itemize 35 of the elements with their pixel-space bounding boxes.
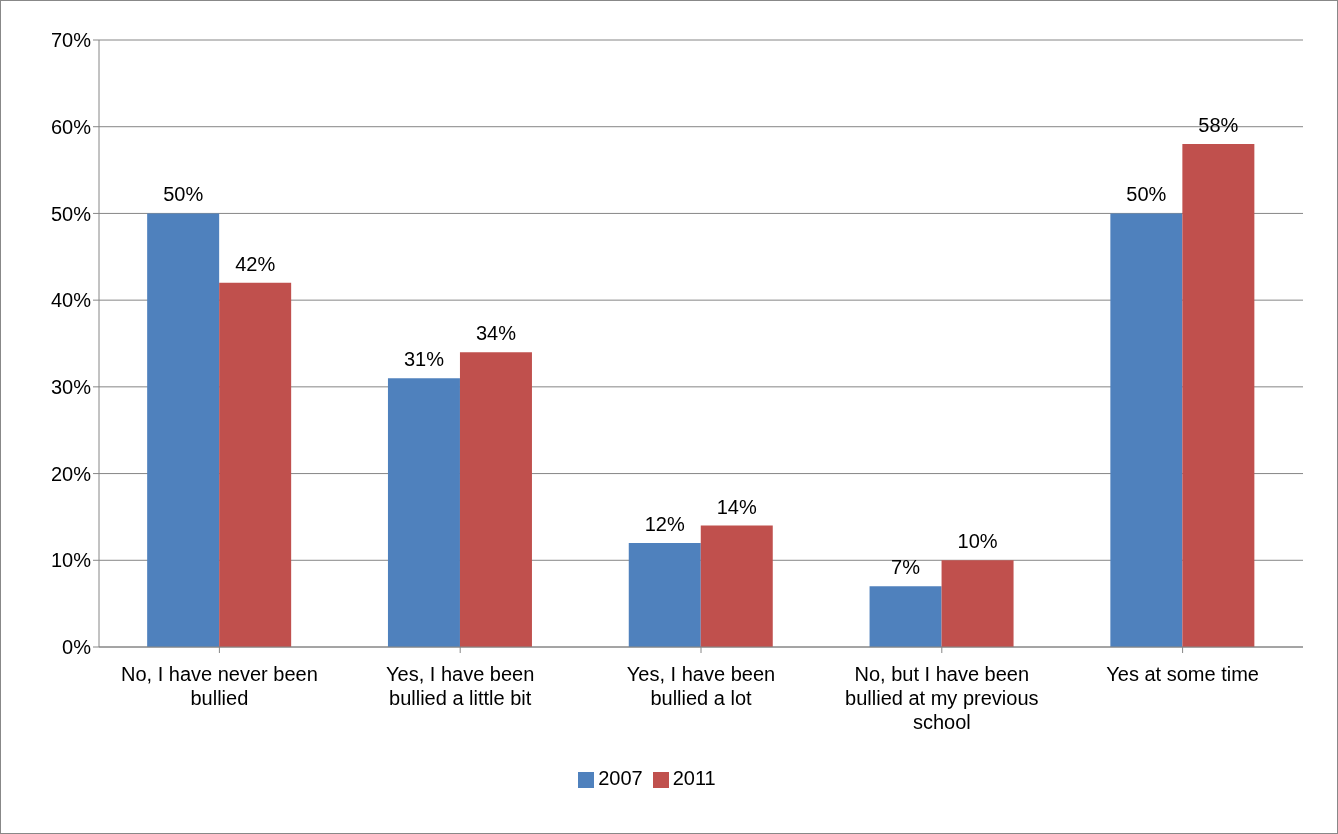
y-tick-label: 10% xyxy=(50,549,92,572)
data-label: 58% xyxy=(1198,114,1239,137)
x-tick-label: Yes, I have been bullied a little bit xyxy=(386,663,535,709)
bar xyxy=(628,542,701,647)
data-label: 34% xyxy=(475,322,517,345)
y-tick-label: 50% xyxy=(50,202,92,225)
data-label: 31% xyxy=(403,348,445,371)
bar xyxy=(459,352,532,647)
y-tick-label: 30% xyxy=(50,375,92,398)
data-label: 50% xyxy=(163,183,204,206)
data-label: 14% xyxy=(716,495,757,518)
data-label: 10% xyxy=(957,530,998,553)
x-tick-label: Yes at some time xyxy=(1106,663,1259,685)
data-label: 12% xyxy=(644,512,685,535)
legend-label: 2011 xyxy=(672,767,716,789)
bar xyxy=(147,213,220,647)
x-tick-label: No, I have never been bullied xyxy=(121,663,318,709)
y-tick-label: 40% xyxy=(50,289,92,312)
x-tick-label: No, but I have been bullied at my previous school xyxy=(845,663,1039,733)
y-tick-label: 60% xyxy=(50,115,92,138)
bar xyxy=(1110,213,1183,647)
data-label: 42% xyxy=(235,252,276,275)
bar xyxy=(219,282,292,647)
y-tick-label: 20% xyxy=(50,462,92,485)
data-label: 7% xyxy=(891,556,921,579)
bar xyxy=(1182,144,1255,647)
y-tick-label: 70% xyxy=(50,29,92,52)
legend-label: 2007 xyxy=(598,767,643,789)
y-tick-label: 0% xyxy=(62,636,92,659)
x-tick-label: Yes, I have been bullied a lot xyxy=(626,663,776,709)
bar xyxy=(869,586,942,647)
bar xyxy=(941,560,1014,647)
bar xyxy=(700,525,773,647)
data-label: 50% xyxy=(1126,183,1167,206)
bar xyxy=(387,378,460,647)
